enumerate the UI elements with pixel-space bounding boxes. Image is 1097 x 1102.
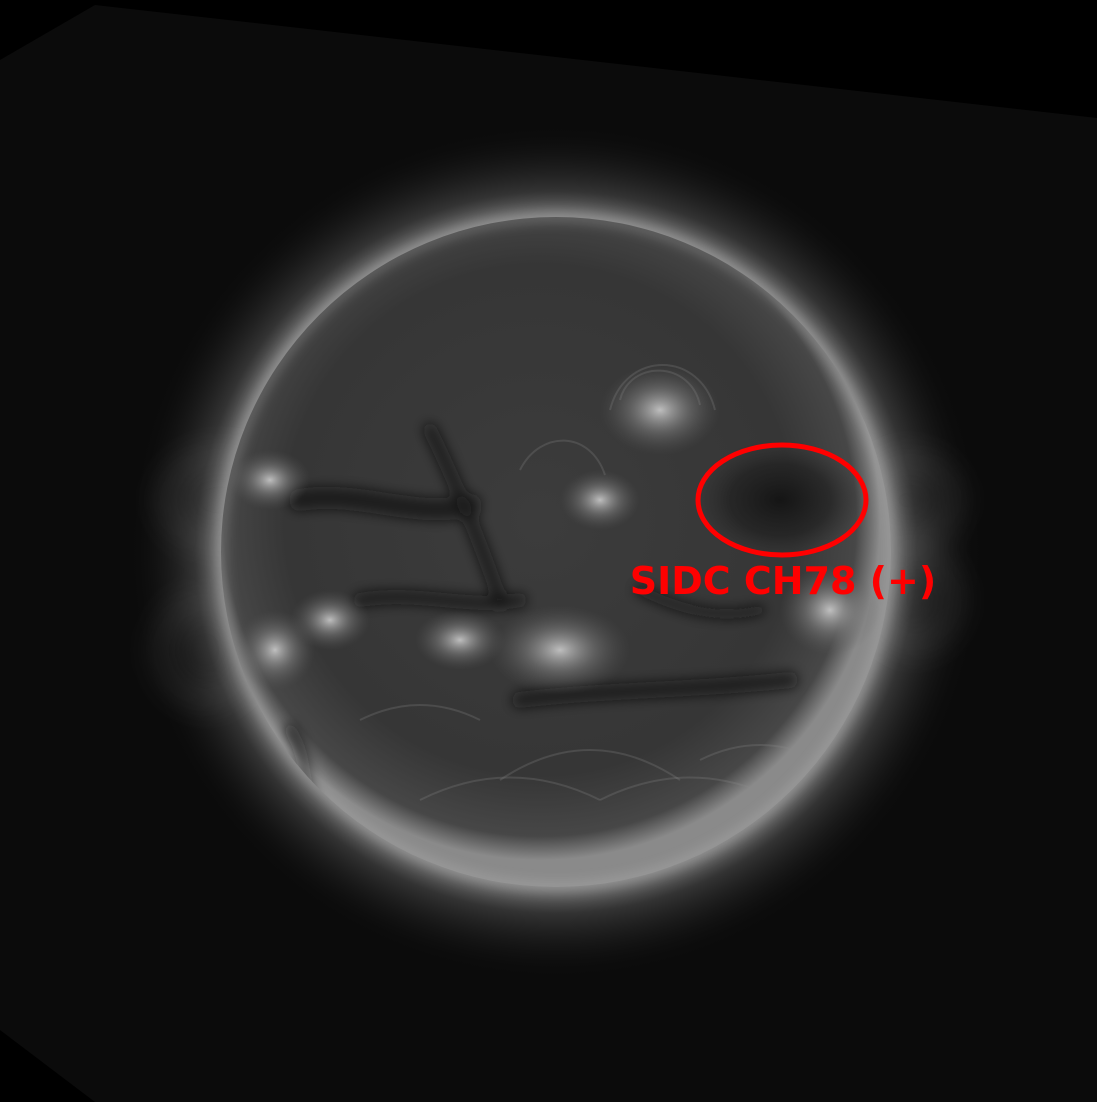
limb (218, 214, 894, 890)
surface-features (230, 364, 880, 826)
annotation: SIDC CH78 (+) (630, 442, 937, 603)
solar-disk (221, 217, 891, 887)
coronal-hole (695, 440, 865, 560)
annotation-label: SIDC CH78 (+) (630, 559, 937, 603)
annotation-ellipse (695, 442, 869, 558)
